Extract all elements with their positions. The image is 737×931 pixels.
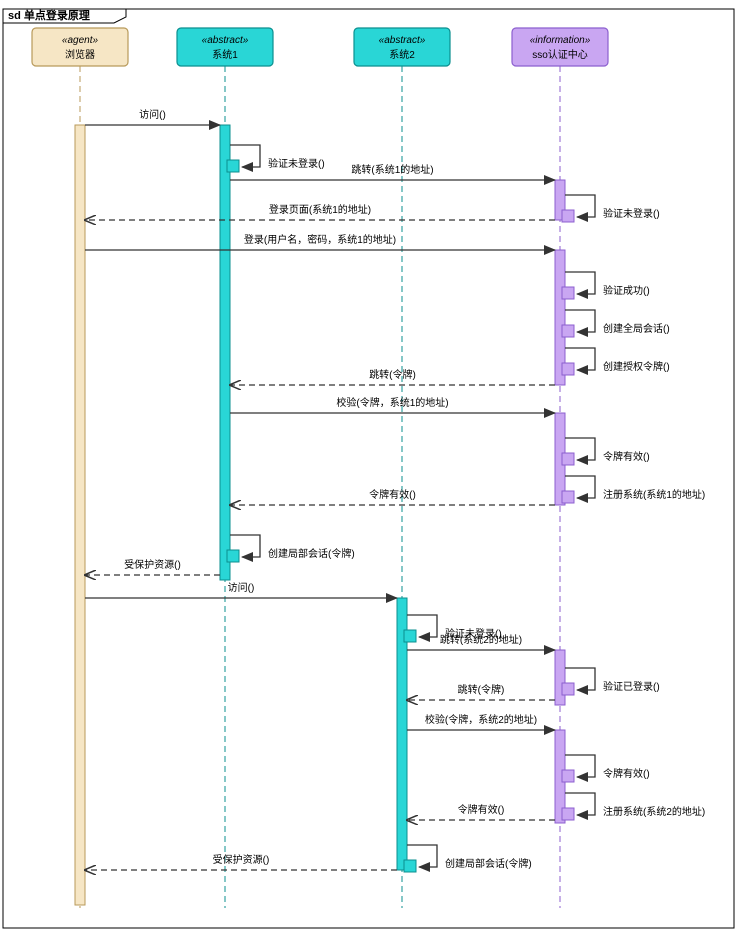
svg-text:sd 单点登录原理: sd 单点登录原理 (8, 8, 90, 22)
message-label: 注册系统(系统1的地址) (603, 488, 705, 501)
message-label: 创建授权令牌() (603, 360, 670, 373)
message-label: 验证已登录() (603, 680, 660, 693)
message-label: 验证未登录() (268, 157, 325, 170)
message-label: 创建局部会话(令牌) (445, 857, 532, 870)
message-label: 创建局部会话(令牌) (268, 547, 355, 560)
message-label: 令牌有效() (603, 767, 650, 780)
svg-text:系统2: 系统2 (389, 48, 415, 61)
message-label: 注册系统(系统2的地址) (603, 805, 705, 818)
message-label: 创建全局会话() (603, 322, 670, 335)
message-label: 跳转(系统2的地址) (440, 633, 522, 646)
message-label: 校验(令牌，系统1的地址) (336, 396, 448, 409)
message-label: 登录页面(系统1的地址) (269, 203, 371, 216)
svg-text:系统1: 系统1 (212, 48, 238, 61)
message-label: 校验(令牌，系统2的地址) (425, 713, 537, 726)
message-label: 验证成功() (603, 284, 650, 297)
message-label: 访问() (139, 108, 166, 121)
svg-text:sso认证中心: sso认证中心 (532, 48, 588, 61)
svg-text:«abstract»: «abstract» (379, 35, 426, 46)
lifeline-agent: «agent» 浏览器 (32, 28, 128, 66)
message-label: 受保护资源() (213, 853, 270, 866)
sequence-diagram: sd 单点登录原理«agent»浏览器«abstract»系统1«abstrac… (0, 0, 737, 931)
activation (220, 125, 230, 580)
message-label: 验证未登录() (603, 207, 660, 220)
svg-text:«abstract»: «abstract» (202, 35, 249, 46)
activation (555, 650, 565, 705)
message-label: 跳转(令牌) (369, 368, 416, 381)
lifeline-sys1: «abstract» 系统1 (177, 28, 273, 66)
message-label: 受保护资源() (124, 558, 181, 571)
svg-text:«information»: «information» (530, 35, 591, 46)
lifeline-sso: «information» sso认证中心 (512, 28, 608, 66)
activation (75, 125, 85, 905)
message-label: 令牌有效() (369, 488, 416, 501)
lifeline-sys2: «abstract» 系统2 (354, 28, 450, 66)
message-label: 跳转(系统1的地址) (351, 163, 433, 176)
svg-text:«agent»: «agent» (62, 35, 99, 46)
message-label: 登录(用户名，密码，系统1的地址) (244, 233, 396, 246)
message-label: 令牌有效() (603, 450, 650, 463)
svg-text:浏览器: 浏览器 (65, 48, 95, 61)
message-label: 令牌有效() (458, 803, 505, 816)
message-label: 跳转(令牌) (458, 683, 505, 696)
message-label: 访问() (228, 581, 255, 594)
